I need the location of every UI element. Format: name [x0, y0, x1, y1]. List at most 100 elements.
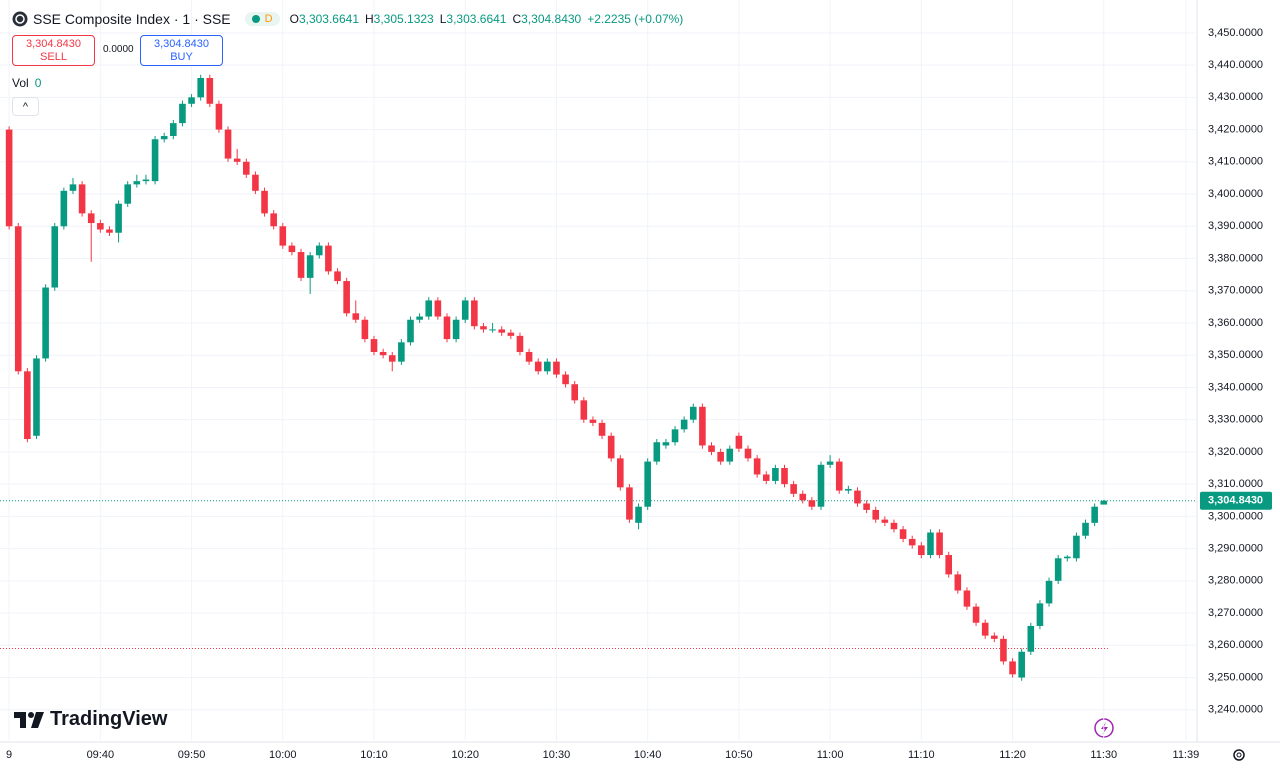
candle-body [297, 252, 305, 278]
collapse-button[interactable]: ^ [12, 97, 39, 116]
last-price-label: 3,304.8430 [1208, 495, 1263, 507]
x-tick-label: 10:30 [543, 749, 571, 761]
x-tick-label: 11:39 [1173, 749, 1200, 761]
candle-body [981, 622, 989, 636]
candle-body [954, 574, 962, 591]
ohlc-value: 3,303.6641 [298, 12, 359, 26]
y-tick-label: 3,450.0000 [1208, 27, 1263, 39]
buy-price: 3,304.8430 [153, 38, 210, 50]
x-tick-label: 10:50 [725, 749, 753, 761]
candle-body [790, 484, 797, 494]
ohlc-key: C [512, 12, 522, 26]
legend-header: SSE Composite Index · 1 · SSE D O3,303.6… [12, 9, 683, 29]
candle-body [671, 429, 679, 443]
candle-body [78, 184, 86, 214]
candle-body [744, 448, 752, 459]
candle-body [115, 203, 122, 233]
change: +2.2235 (+0.07%) [587, 12, 684, 26]
x-tick-label: 11:10 [908, 749, 935, 761]
candle-body [24, 371, 31, 440]
candle-body [252, 174, 259, 191]
candle-body [1036, 603, 1044, 626]
candle-body [662, 442, 670, 446]
candle-body [5, 129, 13, 227]
candle-body [188, 97, 195, 104]
settings-icon[interactable] [1233, 749, 1245, 761]
candle-body [434, 300, 442, 317]
candle-body [854, 490, 861, 504]
sell-button[interactable]: 3,304.8430 SELL [12, 35, 95, 66]
x-tick-label: 9 [6, 749, 12, 761]
candle-body [516, 335, 524, 352]
candle-body [1082, 522, 1089, 536]
candle-body [544, 361, 551, 372]
candle-body [33, 358, 40, 436]
candle-body [60, 190, 68, 227]
y-tick-label: 3,340.0000 [1208, 381, 1263, 393]
volume-value: 0 [34, 76, 42, 90]
candle-body [534, 361, 542, 372]
candle-body [461, 300, 469, 320]
candle-body [51, 226, 59, 288]
y-tick-label: 3,280.0000 [1208, 575, 1263, 587]
candle-body [772, 468, 779, 481]
candle-body [242, 161, 250, 175]
ohlc-value: 3,304.8430 [521, 12, 582, 26]
logo-icon [14, 711, 44, 728]
x-tick-label: 11:20 [999, 749, 1026, 761]
x-tick-label: 10:40 [634, 749, 662, 761]
candle-body [808, 500, 816, 507]
candle-body [352, 313, 360, 320]
candle-body [936, 532, 943, 556]
candle-body [480, 326, 487, 330]
x-tick-label: 09:50 [178, 749, 206, 761]
candle-body [370, 339, 378, 352]
candle-body [908, 538, 916, 546]
candle-body [398, 342, 405, 362]
candle-body [872, 509, 880, 520]
candle-body [589, 419, 597, 423]
x-tick-label: 09:40 [87, 749, 115, 761]
candle-body [407, 319, 414, 343]
candle-body [498, 329, 506, 333]
candle-body [261, 190, 268, 214]
candle-body [197, 78, 204, 98]
candle-body [1054, 558, 1062, 581]
candle-body [1018, 651, 1025, 678]
candle-body [224, 129, 232, 159]
candle-body [452, 319, 460, 340]
candle-body [899, 529, 907, 539]
buy-button[interactable]: 3,304.8430 BUY [140, 35, 223, 66]
candle-body [525, 351, 533, 362]
candle-body [315, 245, 323, 256]
candle-body [881, 519, 889, 523]
candle-body [1027, 625, 1035, 652]
candle-body [1009, 661, 1016, 675]
ohlc-values: O3,303.6641 H3,305.1323 L3,303.6641 C3,3… [290, 12, 684, 26]
candle-body [753, 458, 761, 475]
y-tick-label: 3,300.0000 [1208, 510, 1263, 522]
candle-body [1091, 506, 1098, 523]
candle-body [835, 461, 843, 491]
candle-body [142, 179, 150, 182]
candle-body [471, 300, 478, 327]
y-tick-label: 3,370.0000 [1208, 285, 1263, 297]
y-tick-label: 3,350.0000 [1208, 349, 1263, 361]
logo-text: TradingView [50, 708, 168, 730]
y-tick-label: 3,310.0000 [1208, 478, 1263, 490]
candle-body [626, 487, 633, 520]
symbol-icon [12, 11, 28, 27]
candle-body [151, 139, 159, 182]
candle-body [653, 442, 661, 462]
symbol-title: SSE Composite Index · 1 · SSE [33, 11, 231, 27]
candle-body [991, 635, 998, 639]
candle-body [972, 606, 980, 623]
candle-body [42, 287, 49, 359]
y-tick-label: 3,400.0000 [1208, 188, 1263, 200]
x-tick-label: 10:20 [451, 749, 479, 761]
candle-body [726, 448, 734, 462]
spread: 0.0000 [103, 44, 134, 55]
market-badge[interactable]: D [244, 12, 280, 26]
buy-label: BUY [170, 51, 193, 63]
candle-body [580, 400, 588, 420]
